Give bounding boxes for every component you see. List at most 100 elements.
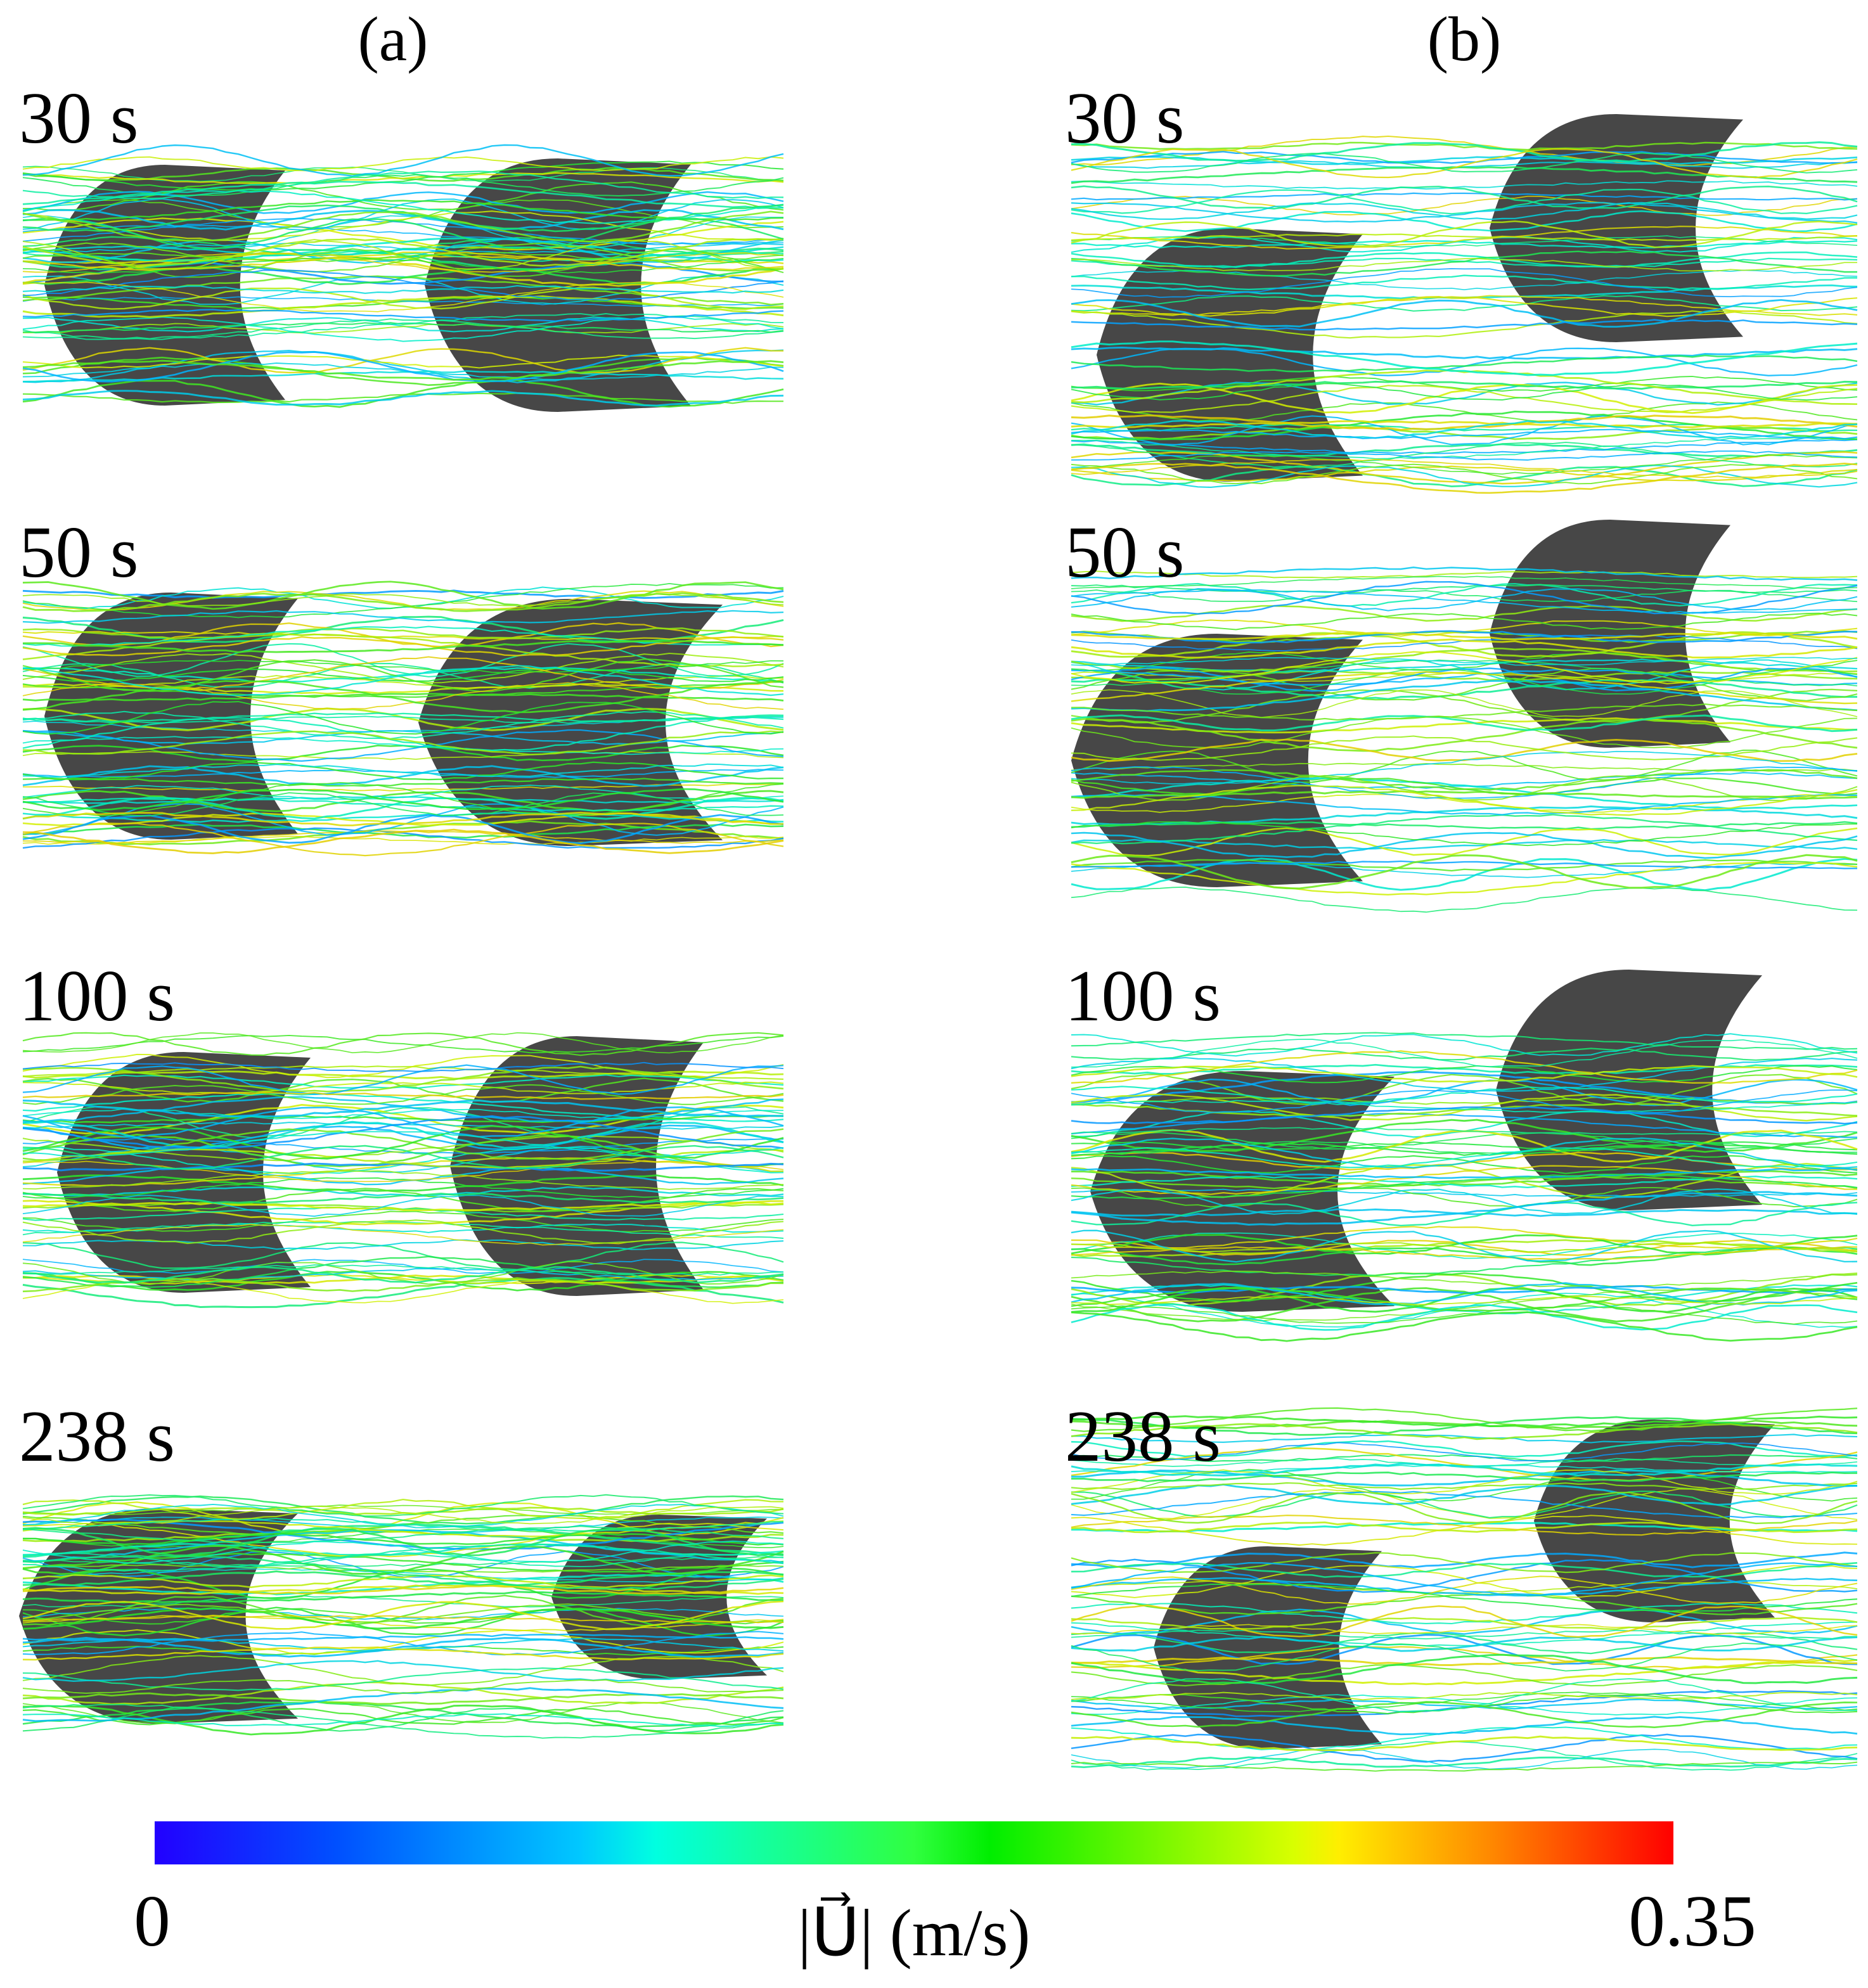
streamline xyxy=(1071,250,1857,277)
streamline xyxy=(1071,1715,1858,1736)
streamline xyxy=(22,351,784,383)
streamline xyxy=(22,1600,784,1631)
streamline xyxy=(1071,638,1858,659)
streamline xyxy=(22,797,784,812)
streamline xyxy=(1071,1086,1858,1104)
streamline xyxy=(1071,1454,1858,1463)
streamline xyxy=(1071,188,1858,215)
streamline xyxy=(1071,1033,1858,1057)
streamline xyxy=(22,823,784,839)
streamline xyxy=(1071,1100,1858,1113)
streamline xyxy=(22,359,784,381)
streamline xyxy=(1071,1202,1858,1227)
streamline xyxy=(1071,1691,1858,1701)
time-label: 50 s xyxy=(19,512,139,593)
streamline xyxy=(1071,1226,1858,1250)
streamline xyxy=(22,356,784,386)
streamline xyxy=(1071,861,1858,895)
streamline xyxy=(1071,233,1858,241)
streamline xyxy=(1071,340,1858,376)
streamline xyxy=(1071,589,1858,603)
streamline xyxy=(22,1568,784,1583)
streamline xyxy=(22,1115,784,1124)
time-label: 238 s xyxy=(19,1396,175,1477)
streamline xyxy=(1071,310,1858,339)
streamline xyxy=(22,1115,784,1150)
streamline xyxy=(1071,838,1858,850)
streamline xyxy=(1071,1050,1858,1084)
streamline xyxy=(22,667,784,683)
streamline xyxy=(1071,135,1858,167)
streamline xyxy=(1071,1658,1858,1686)
streamline xyxy=(1071,251,1858,268)
streamline xyxy=(1071,1112,1858,1138)
column-label: (a) xyxy=(358,4,428,74)
streamline xyxy=(1071,401,1858,423)
streamline xyxy=(22,1553,784,1573)
streamline xyxy=(22,1494,784,1517)
streamline xyxy=(1071,1552,1858,1574)
streamline xyxy=(22,1679,784,1694)
streamline xyxy=(22,1100,784,1118)
streamline xyxy=(22,1277,784,1309)
streamline xyxy=(22,827,784,849)
streamline xyxy=(1071,1562,1858,1578)
time-label: 100 s xyxy=(1065,956,1221,1036)
streamline xyxy=(1071,688,1858,724)
streamline xyxy=(1071,1247,1858,1276)
streamline xyxy=(1071,151,1858,164)
streamline xyxy=(1071,749,1858,781)
streamline xyxy=(1071,1305,1858,1325)
streamline xyxy=(1071,1140,1857,1155)
streamline xyxy=(1071,1176,1858,1190)
streamline xyxy=(22,1239,784,1250)
streamline xyxy=(22,1529,784,1563)
streamline xyxy=(22,1091,784,1100)
streamline xyxy=(1071,859,1858,872)
streamline xyxy=(1071,715,1858,749)
streamline xyxy=(1071,1246,1858,1260)
streamline xyxy=(22,1106,784,1138)
streamline xyxy=(22,763,784,778)
colorbar xyxy=(155,1821,1673,1864)
streamline xyxy=(1071,670,1858,705)
streamline xyxy=(1071,1521,1858,1534)
streamline xyxy=(1071,1303,1858,1331)
streamline xyxy=(22,1606,784,1637)
streamline xyxy=(1071,647,1858,673)
streamline xyxy=(22,1532,784,1546)
streamline xyxy=(22,250,784,262)
streamline xyxy=(22,354,784,369)
streamline xyxy=(22,665,784,696)
streamline xyxy=(22,285,784,294)
streamline xyxy=(1071,1416,1858,1436)
streamline xyxy=(1071,738,1858,762)
streamline xyxy=(1071,1167,1858,1179)
streamline xyxy=(1071,1127,1858,1136)
colorbar-max-label: 0.35 xyxy=(1628,1881,1756,1961)
streamline xyxy=(22,1603,784,1624)
streamline xyxy=(1071,450,1858,461)
streamline xyxy=(22,643,784,677)
panels xyxy=(19,114,1858,1772)
streamline xyxy=(22,812,784,823)
streamline xyxy=(1071,1608,1858,1635)
streamline xyxy=(1071,887,1858,913)
streamline xyxy=(1071,1629,1857,1639)
streamline xyxy=(1071,1039,1858,1068)
time-label: 238 s xyxy=(1065,1396,1221,1477)
streamline xyxy=(1071,570,1858,579)
streamline xyxy=(22,1264,784,1276)
streamline xyxy=(22,1064,784,1095)
streamline xyxy=(1071,1074,1858,1106)
streamline xyxy=(1071,1272,1858,1307)
streamline xyxy=(1071,414,1858,431)
streamline xyxy=(22,1655,784,1686)
streamline xyxy=(22,583,784,619)
streamline xyxy=(22,1631,784,1656)
streamline xyxy=(22,1591,784,1604)
streamline xyxy=(1071,1119,1858,1153)
streamline xyxy=(1071,827,1858,857)
streamline xyxy=(22,822,784,857)
streamline xyxy=(1071,1142,1858,1157)
